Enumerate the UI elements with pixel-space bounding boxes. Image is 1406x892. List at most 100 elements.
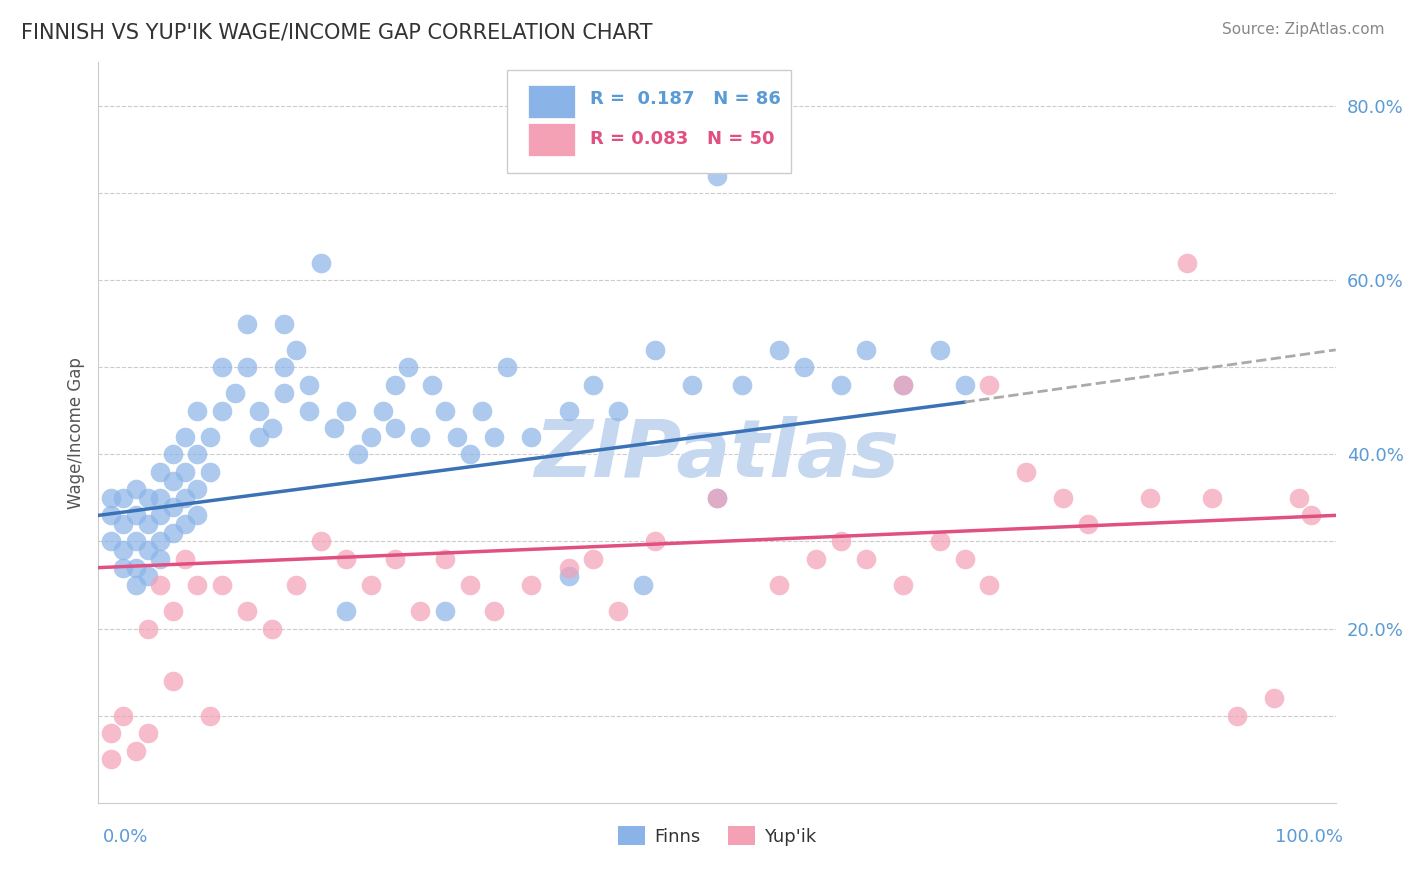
- Point: [162, 604, 184, 618]
- Point: [768, 343, 790, 357]
- Point: [174, 465, 197, 479]
- Point: [830, 377, 852, 392]
- Point: [162, 673, 184, 688]
- Point: [162, 525, 184, 540]
- Point: [273, 360, 295, 375]
- Point: [273, 386, 295, 401]
- Point: [112, 491, 135, 505]
- Point: [124, 560, 146, 574]
- Point: [100, 491, 122, 505]
- Point: [520, 578, 543, 592]
- Point: [236, 604, 259, 618]
- Point: [186, 404, 208, 418]
- Point: [953, 552, 976, 566]
- Point: [1052, 491, 1074, 505]
- Point: [855, 343, 877, 357]
- Point: [706, 169, 728, 183]
- Point: [162, 447, 184, 461]
- Point: [124, 743, 146, 757]
- Point: [644, 343, 666, 357]
- Point: [830, 534, 852, 549]
- Point: [136, 622, 159, 636]
- Point: [396, 360, 419, 375]
- Point: [198, 465, 221, 479]
- Point: [260, 421, 283, 435]
- Point: [433, 604, 456, 618]
- FancyBboxPatch shape: [506, 70, 792, 173]
- FancyBboxPatch shape: [527, 85, 575, 118]
- Point: [409, 430, 432, 444]
- Point: [681, 377, 703, 392]
- Point: [495, 360, 517, 375]
- Point: [149, 465, 172, 479]
- Point: [112, 708, 135, 723]
- Point: [174, 552, 197, 566]
- Point: [298, 404, 321, 418]
- Point: [112, 517, 135, 532]
- Point: [793, 360, 815, 375]
- Point: [1201, 491, 1223, 505]
- Point: [557, 569, 579, 583]
- Point: [285, 343, 308, 357]
- Point: [335, 604, 357, 618]
- Point: [433, 404, 456, 418]
- Point: [557, 404, 579, 418]
- Point: [1175, 256, 1198, 270]
- Point: [347, 447, 370, 461]
- Point: [979, 377, 1001, 392]
- Point: [309, 256, 332, 270]
- Point: [335, 552, 357, 566]
- Point: [198, 708, 221, 723]
- Point: [124, 482, 146, 496]
- Point: [124, 508, 146, 523]
- Point: [112, 560, 135, 574]
- Point: [582, 377, 605, 392]
- Point: [136, 517, 159, 532]
- Point: [149, 508, 172, 523]
- Point: [1077, 517, 1099, 532]
- Point: [100, 726, 122, 740]
- Point: [112, 543, 135, 558]
- Point: [446, 430, 468, 444]
- Point: [371, 404, 394, 418]
- Point: [582, 552, 605, 566]
- Text: Source: ZipAtlas.com: Source: ZipAtlas.com: [1222, 22, 1385, 37]
- Point: [1288, 491, 1310, 505]
- Point: [557, 560, 579, 574]
- Point: [136, 569, 159, 583]
- Point: [953, 377, 976, 392]
- Point: [928, 534, 950, 549]
- Point: [298, 377, 321, 392]
- Text: 0.0%: 0.0%: [103, 828, 148, 846]
- Point: [731, 377, 754, 392]
- Text: FINNISH VS YUP'IK WAGE/INCOME GAP CORRELATION CHART: FINNISH VS YUP'IK WAGE/INCOME GAP CORREL…: [21, 22, 652, 42]
- Point: [891, 377, 914, 392]
- Point: [211, 360, 233, 375]
- Point: [174, 517, 197, 532]
- Point: [273, 317, 295, 331]
- Point: [891, 578, 914, 592]
- Point: [804, 552, 827, 566]
- Point: [162, 500, 184, 514]
- Point: [384, 552, 406, 566]
- Point: [322, 421, 344, 435]
- Point: [136, 726, 159, 740]
- Point: [409, 604, 432, 618]
- Point: [631, 578, 654, 592]
- Y-axis label: Wage/Income Gap: Wage/Income Gap: [66, 357, 84, 508]
- Point: [236, 360, 259, 375]
- FancyBboxPatch shape: [527, 123, 575, 156]
- Point: [136, 543, 159, 558]
- Point: [211, 578, 233, 592]
- Point: [260, 622, 283, 636]
- Point: [149, 578, 172, 592]
- Point: [607, 404, 630, 418]
- Point: [384, 377, 406, 392]
- Point: [644, 534, 666, 549]
- Point: [149, 534, 172, 549]
- Point: [768, 578, 790, 592]
- Point: [285, 578, 308, 592]
- Point: [458, 578, 481, 592]
- Point: [520, 430, 543, 444]
- Point: [162, 474, 184, 488]
